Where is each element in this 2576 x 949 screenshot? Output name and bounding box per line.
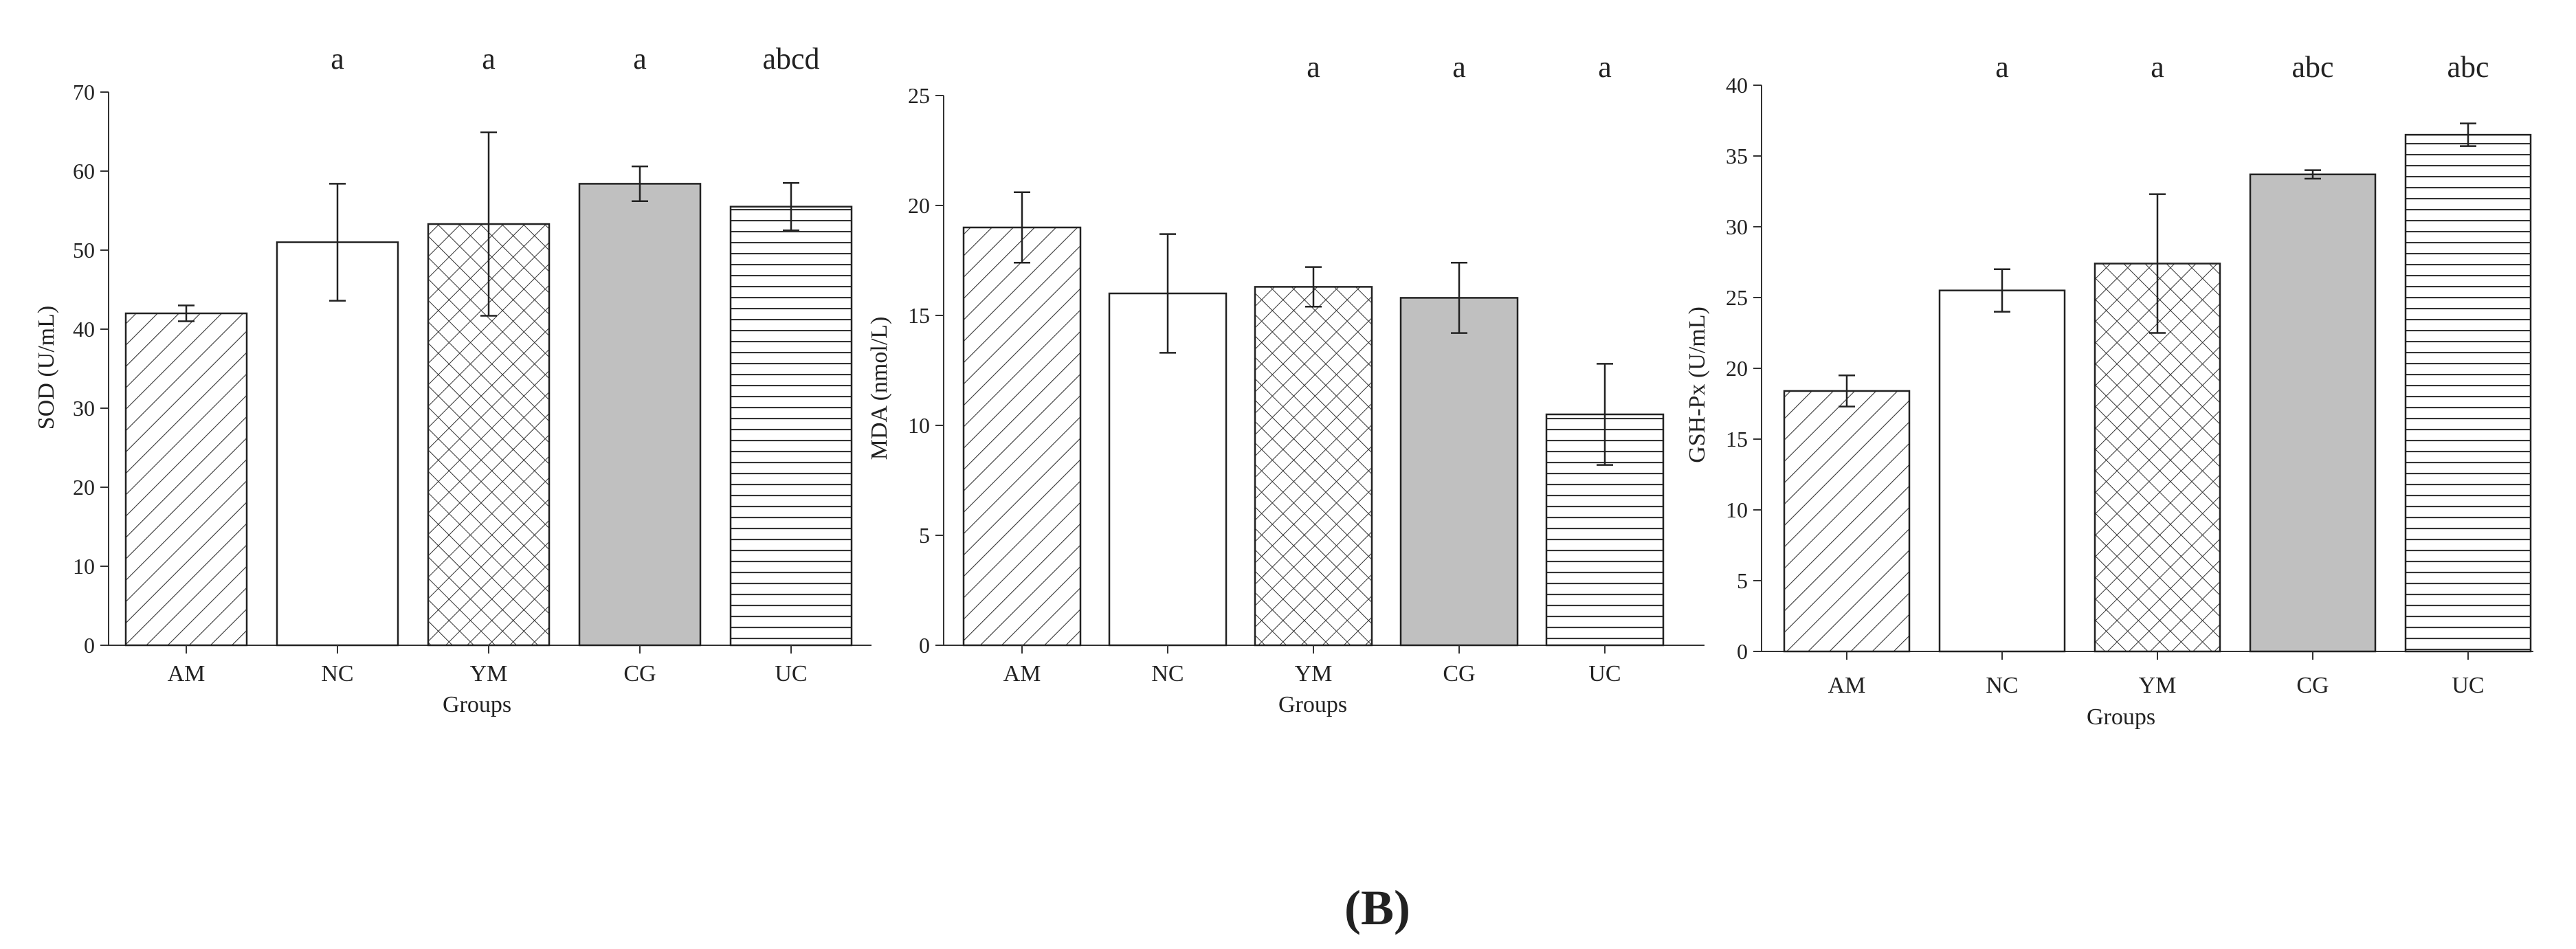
- sod-y-tick-label: 70: [73, 80, 95, 104]
- gsh-px-y-tick-label: 0: [1737, 639, 1748, 664]
- mda-x-axis-label: Groups: [1278, 692, 1347, 717]
- gsh-px-significance-uc: abc: [2447, 50, 2489, 84]
- sod-bar-uc: [729, 205, 853, 647]
- gsh-px-y-tick-label: 20: [1726, 356, 1748, 381]
- sod-bar-cg: [578, 183, 702, 647]
- mda-bar-am: [962, 226, 1082, 647]
- sod-category-label-uc: UC: [775, 661, 807, 686]
- mda-category-label-am: AM: [1003, 661, 1041, 686]
- gsh-px-category-label-am: AM: [1828, 673, 1866, 698]
- mda-bar-ym: [1254, 286, 1373, 647]
- gsh-px-bar-am: [1783, 390, 1911, 653]
- gsh-px-category-label-uc: UC: [2452, 673, 2484, 698]
- gsh-px-y-axis-label: GSH-Px (U/mL): [1685, 306, 1710, 463]
- sod-significance-uc: abcd: [762, 42, 819, 76]
- panel-label: (B): [1344, 880, 1410, 935]
- gsh-px-significance-cg: abc: [2291, 50, 2333, 84]
- gsh-px-y-tick-label: 30: [1726, 214, 1748, 239]
- sod-y-tick-label: 40: [73, 317, 95, 342]
- gsh-px-y-tick-label: 10: [1726, 498, 1748, 522]
- gsh-px-x-axis-label: Groups: [2087, 704, 2155, 730]
- gsh-px-y-tick-label: 40: [1726, 73, 1748, 98]
- sod-y-tick-label: 10: [73, 554, 95, 579]
- gsh-px-bar-cg: [2249, 173, 2377, 653]
- mda-bar-cg: [1399, 297, 1519, 647]
- sod-significance-ym: a: [482, 42, 496, 76]
- mda-category-label-cg: CG: [1443, 661, 1475, 686]
- mda-y-tick-label: 10: [908, 413, 930, 438]
- mda-category-label-ym: YM: [1295, 661, 1333, 686]
- sod-category-label-cg: CG: [623, 661, 656, 686]
- mda-y-axis-label: MDA (nmol/L): [867, 317, 892, 460]
- gsh-px-category-label-ym: YM: [2139, 673, 2177, 698]
- gsh-px-bar-nc: [1938, 289, 2066, 653]
- mda-significance-ym: a: [1307, 50, 1320, 84]
- mda-y-tick-label: 15: [908, 303, 930, 328]
- gsh-px-y-tick-label: 25: [1726, 285, 1748, 310]
- sod-bar-nc: [276, 241, 399, 647]
- sod-y-tick-label: 20: [73, 475, 95, 500]
- sod-significance-cg: a: [633, 42, 647, 76]
- mda-chart: MDA (nmol/L) Groups 0 5 10 15 20 25 AM NC YM a CG a…: [867, 50, 1705, 717]
- gsh-px-chart: GSH-Px (U/mL) Groups 0 5 10 15 20 25 30 35 40 AM N…: [1685, 50, 2533, 730]
- sod-chart: SOD (U/mL) Groups 0 10 20 30 40 50 60 70 AM NC a YM…: [34, 42, 871, 717]
- gsh-px-significance-ym: a: [2151, 50, 2164, 84]
- mda-significance-cg: a: [1452, 50, 1466, 84]
- gsh-px-bar-uc: [2404, 133, 2532, 653]
- sod-y-tick-label: 0: [84, 633, 95, 658]
- mda-y-tick-label: 5: [919, 523, 930, 548]
- sod-category-label-ym: YM: [470, 661, 508, 686]
- sod-y-tick-label: 60: [73, 159, 95, 183]
- gsh-px-y-tick-label: 35: [1726, 144, 1748, 168]
- sod-y-tick-label: 50: [73, 238, 95, 263]
- sod-category-label-nc: NC: [321, 661, 353, 686]
- mda-y-tick-label: 25: [908, 83, 930, 108]
- mda-category-label-uc: UC: [1588, 661, 1621, 686]
- gsh-px-category-label-cg: CG: [2296, 673, 2329, 698]
- gsh-px-y-tick-label: 5: [1737, 568, 1748, 593]
- mda-category-label-nc: NC: [1151, 661, 1184, 686]
- sod-significance-nc: a: [331, 42, 344, 76]
- sod-x-axis-label: Groups: [443, 692, 511, 717]
- sod-y-axis-label: SOD (U/mL): [34, 306, 59, 429]
- sod-bar-am: [124, 312, 248, 647]
- mda-y-tick-label: 0: [919, 633, 930, 658]
- mda-y-tick-label: 20: [908, 193, 930, 218]
- sod-category-label-am: AM: [168, 661, 206, 686]
- gsh-px-y-tick-label: 15: [1726, 427, 1748, 451]
- gsh-px-significance-nc: a: [1995, 50, 2009, 84]
- mda-significance-uc: a: [1598, 50, 1612, 84]
- gsh-px-category-label-nc: NC: [1986, 673, 2018, 698]
- sod-y-tick-label: 30: [73, 396, 95, 421]
